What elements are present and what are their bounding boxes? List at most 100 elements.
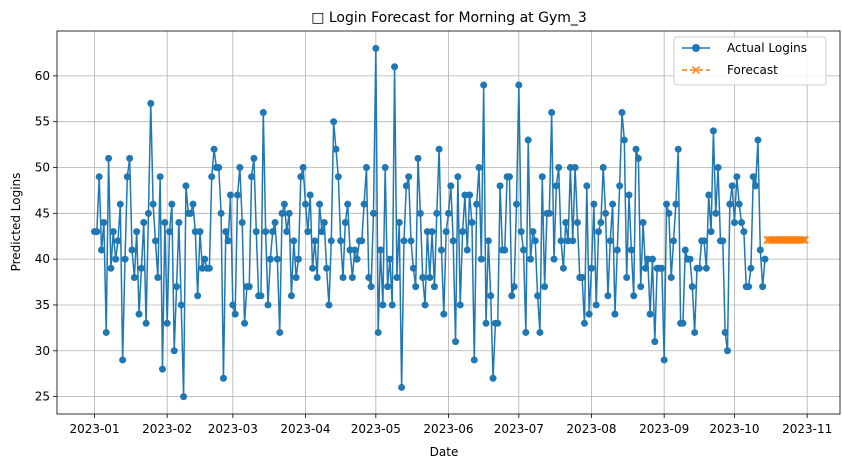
actual-logins-point	[620, 136, 628, 144]
actual-logins-point	[480, 81, 488, 89]
actual-logins-point	[548, 109, 556, 117]
x-tick-label: 2023-02	[142, 422, 192, 436]
actual-logins-point	[524, 136, 532, 144]
actual-logins-point	[740, 228, 748, 236]
actual-logins-point	[749, 173, 757, 181]
actual-logins-point	[318, 228, 326, 236]
actual-logins-point	[309, 264, 317, 272]
forecast-point	[798, 235, 807, 244]
actual-logins-point	[238, 219, 246, 226]
legend-box	[673, 36, 827, 86]
actual-logins-point	[388, 301, 396, 309]
actual-logins-point	[663, 200, 671, 208]
actual-logins-point	[149, 200, 157, 208]
actual-logins-point	[287, 292, 295, 300]
actual-logins-point	[733, 173, 741, 181]
actual-logins-point	[119, 356, 127, 364]
actual-logins-point	[611, 310, 619, 318]
actual-logins-point	[552, 182, 560, 190]
actual-logins-point	[170, 347, 178, 355]
actual-logins-point	[109, 228, 117, 236]
actual-logins-point	[395, 219, 403, 226]
actual-logins-point	[147, 99, 155, 107]
legend-actual-marker	[692, 44, 700, 52]
actual-logins-point	[761, 255, 769, 263]
legend-actual-label: Actual Logins	[727, 41, 807, 55]
actual-logins-point	[266, 255, 274, 263]
actual-logins-point	[468, 219, 476, 226]
series-0	[91, 44, 769, 401]
actual-logins-point	[173, 283, 181, 291]
actual-logins-point	[226, 191, 234, 199]
actual-logins-point	[264, 301, 272, 309]
actual-logins-point	[752, 182, 760, 190]
actual-logins-point	[189, 200, 197, 208]
actual-logins-point	[522, 328, 530, 336]
actual-logins-point	[229, 301, 237, 309]
actual-logins-point	[182, 182, 190, 190]
actual-logins-point	[421, 301, 429, 309]
actual-logins-point	[280, 200, 288, 208]
actual-logins-point	[320, 219, 328, 226]
actual-logins-point	[484, 237, 492, 245]
actual-logins-point	[245, 283, 253, 291]
actual-logins-point	[531, 237, 539, 245]
actual-logins-point	[217, 209, 225, 217]
actual-logins-point	[372, 44, 380, 52]
actual-logins-point	[604, 292, 612, 300]
actual-logins-point	[156, 173, 164, 181]
actual-logins-point	[599, 164, 607, 172]
actual-logins-point	[391, 63, 399, 71]
actual-logins-point	[262, 228, 270, 236]
y-tick-label: 30	[35, 344, 50, 358]
actual-logins-point	[175, 219, 183, 226]
actual-logins-point	[168, 200, 176, 208]
actual-logins-point	[201, 255, 209, 263]
actual-logins-point	[712, 209, 720, 217]
actual-logins-point	[133, 228, 141, 236]
actual-logins-point	[691, 328, 699, 336]
actual-logins-point	[695, 264, 703, 272]
actual-logins-point	[130, 273, 138, 281]
actual-logins-point	[517, 228, 525, 236]
actual-logins-point	[393, 273, 401, 281]
actual-logins-point	[306, 191, 314, 199]
actual-logins-point	[602, 209, 610, 217]
actual-logins-point	[738, 219, 746, 226]
actual-logins-point	[625, 191, 633, 199]
actual-logins-point	[430, 283, 438, 291]
actual-logins-point	[377, 246, 385, 254]
actual-logins-point	[646, 310, 654, 318]
actual-logins-point	[236, 164, 244, 172]
actual-logins-point	[508, 292, 516, 300]
actual-logins-point	[590, 200, 598, 208]
actual-logins-point	[723, 347, 731, 355]
actual-logins-point	[259, 109, 267, 117]
actual-logins-point	[658, 264, 666, 272]
actual-logins-point	[569, 237, 577, 245]
actual-logins-point	[585, 310, 593, 318]
actual-logins-point	[290, 237, 298, 245]
actual-logins-point	[128, 246, 136, 254]
actual-logins-point	[449, 237, 457, 245]
actual-logins-point	[487, 292, 495, 300]
actual-logins-point	[700, 237, 708, 245]
actual-logins-point	[459, 228, 467, 236]
actual-logins-point	[632, 145, 640, 153]
x-tick-label: 2023-06	[423, 422, 473, 436]
actual-logins-point	[679, 319, 687, 327]
actual-logins-point	[578, 273, 586, 281]
actual-logins-point	[735, 200, 743, 208]
actual-logins-point	[557, 237, 565, 245]
actual-logins-point	[592, 301, 600, 309]
actual-logins-point	[379, 301, 387, 309]
actual-logins-point	[759, 283, 767, 291]
actual-logins-point	[271, 219, 279, 226]
actual-logins-point	[330, 118, 338, 126]
actual-logins-point	[527, 255, 535, 263]
actual-logins-point	[142, 319, 150, 327]
forecast-point	[800, 235, 809, 244]
actual-logins-point	[583, 182, 591, 190]
actual-logins-point	[208, 173, 216, 181]
actual-logins-point	[555, 164, 563, 172]
